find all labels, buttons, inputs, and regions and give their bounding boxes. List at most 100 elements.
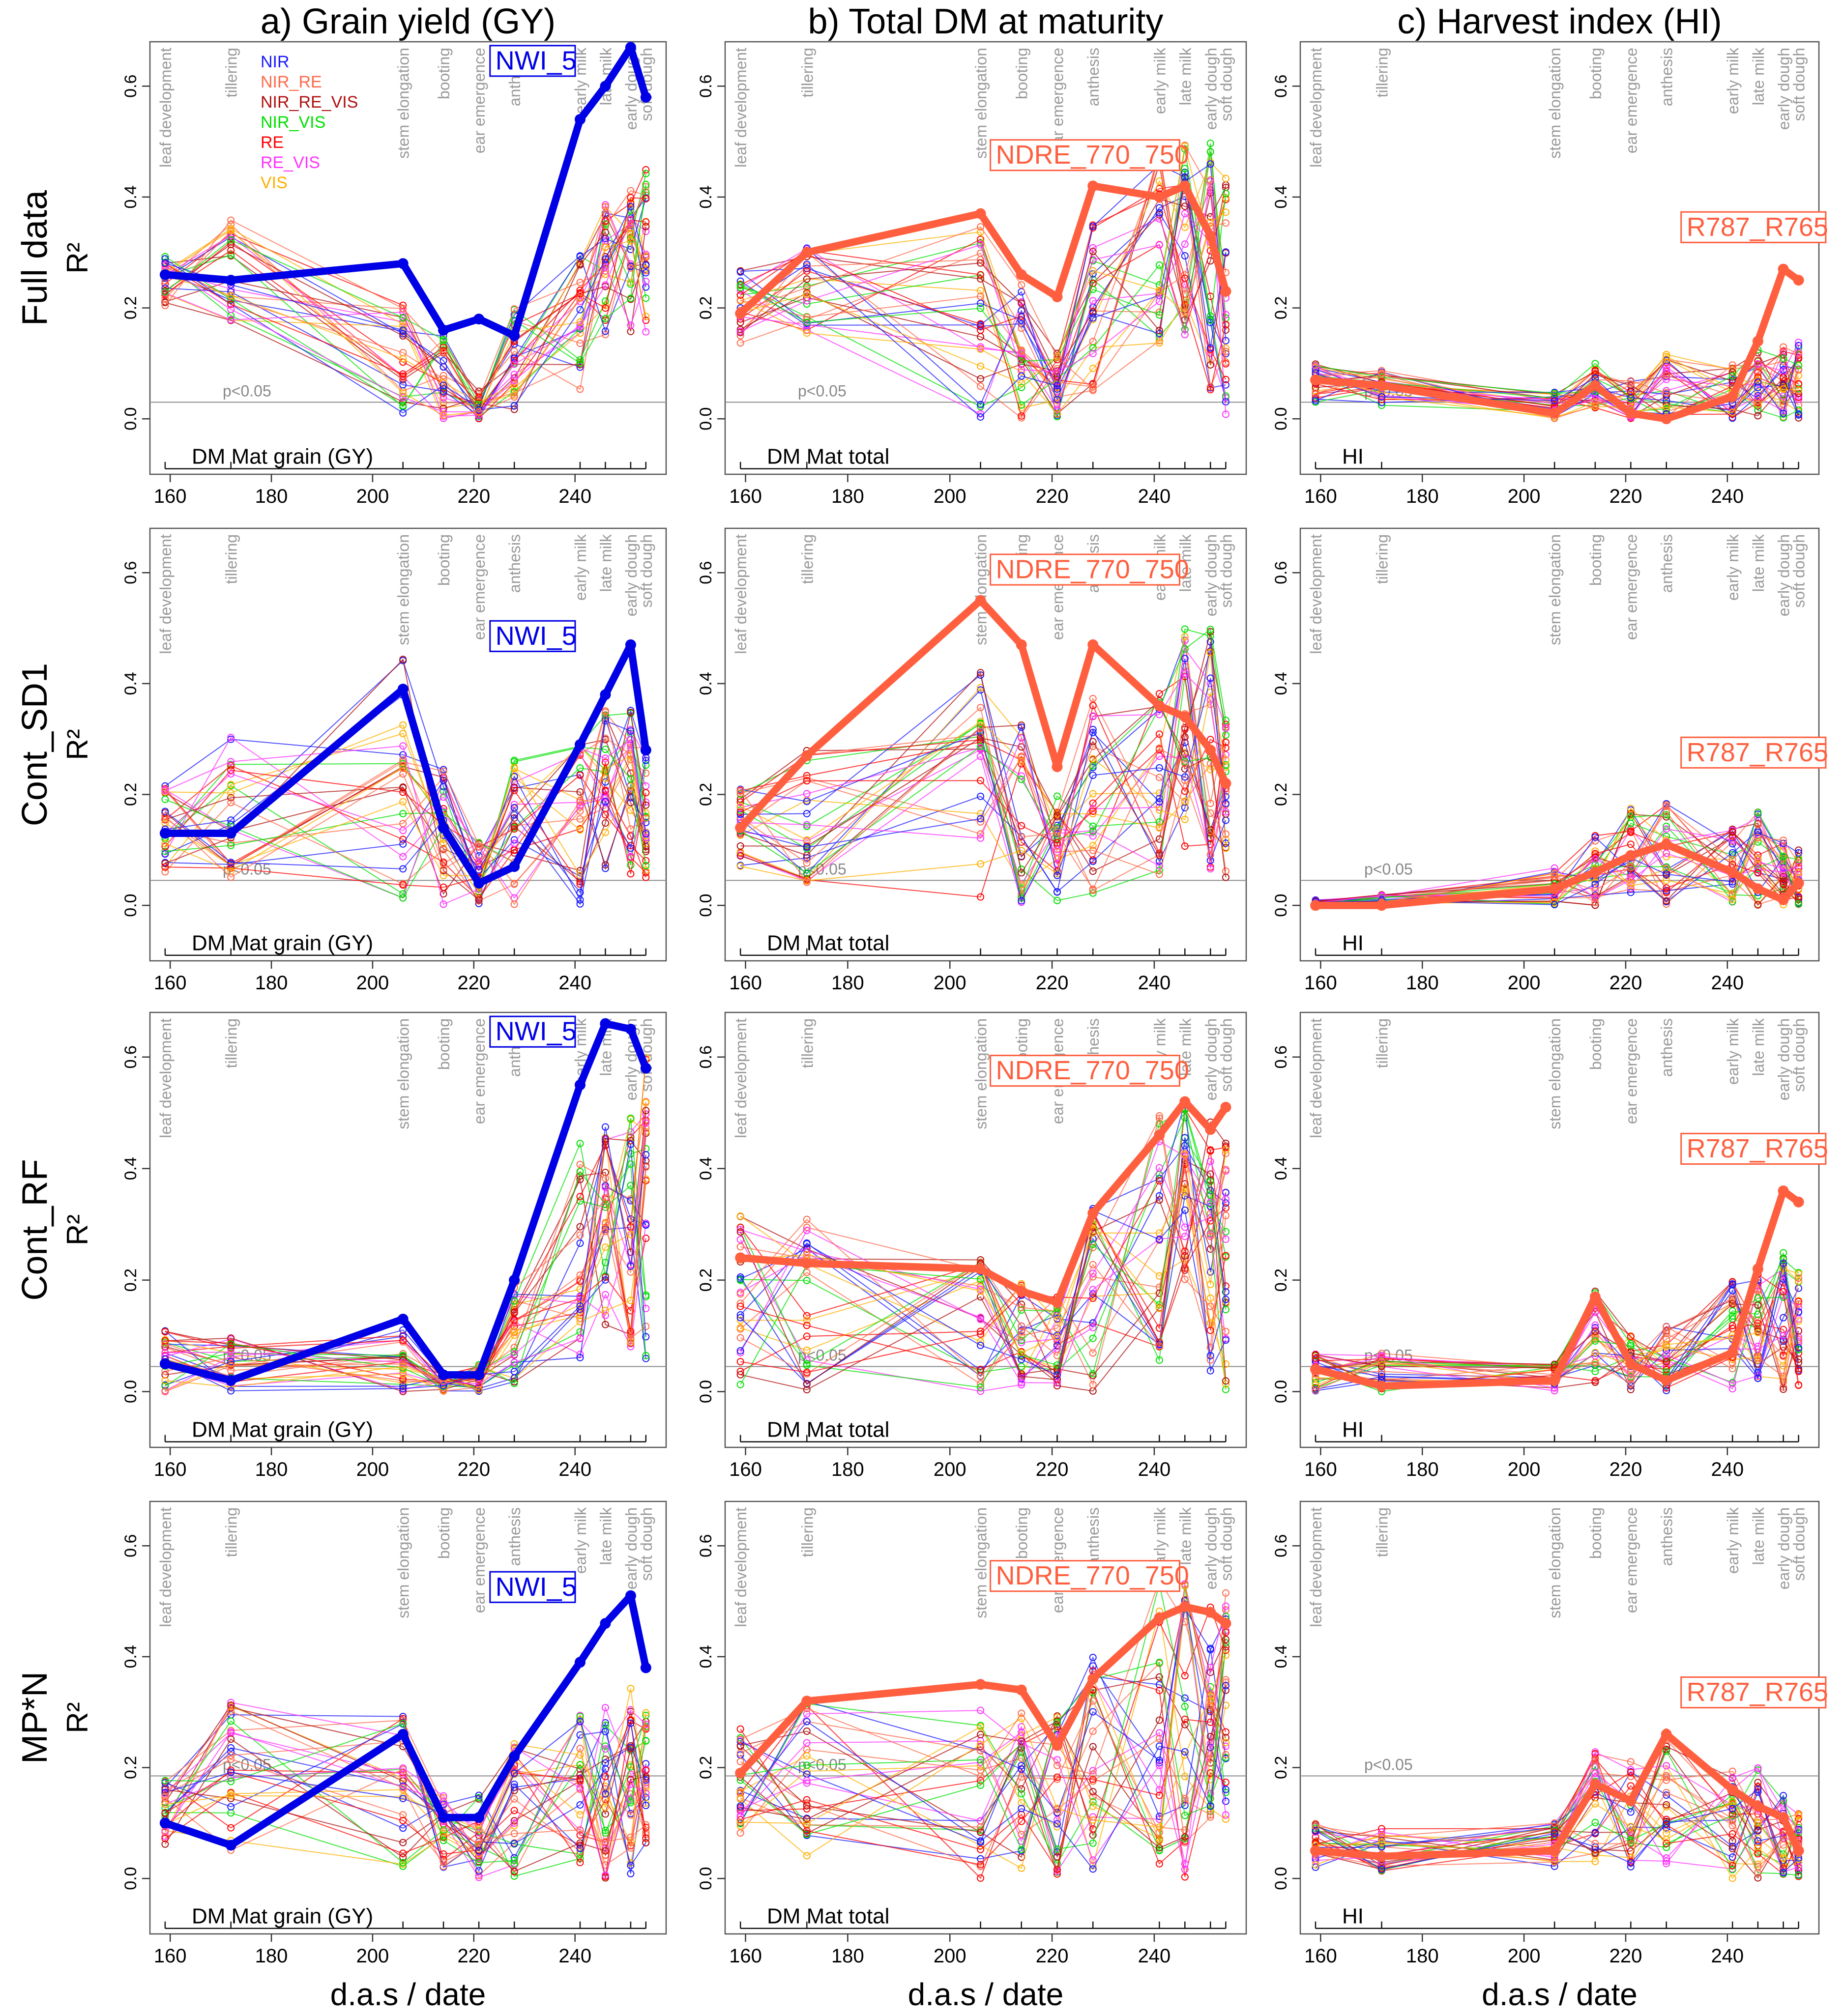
y-tick-label: 0.2: [1272, 296, 1290, 319]
index-series-point: [576, 1140, 584, 1148]
stage-label: soft dough: [1790, 1018, 1808, 1092]
index-series-point: [1663, 363, 1670, 371]
index-series-point: [627, 861, 635, 869]
index-series-point: [736, 786, 744, 794]
index-series-point: [601, 243, 609, 251]
index-series-point: [227, 1340, 235, 1348]
index-series-point: [1663, 387, 1670, 395]
index-series-point: [642, 313, 650, 320]
highlight-series-point: [600, 81, 611, 92]
index-series-point: [1795, 387, 1803, 395]
index-series-line: [165, 205, 646, 413]
index-series-point: [803, 260, 811, 268]
index-series-point: [576, 771, 584, 779]
index-series-point: [1155, 798, 1163, 806]
index-series-point: [1155, 288, 1163, 296]
index-series-point: [1206, 696, 1214, 704]
highlight-series-point: [397, 1728, 409, 1740]
column-title: a) Grain yield (GY): [261, 2, 556, 41]
y-tick-label: 0.6: [1272, 1534, 1290, 1557]
index-series-point: [736, 1757, 744, 1765]
index-series-point: [1181, 142, 1189, 150]
stage-label: leaf development: [732, 534, 750, 654]
index-series-point: [803, 1332, 811, 1340]
index-series-point: [227, 873, 235, 881]
y-tick-label: 0.6: [1272, 1045, 1290, 1068]
bracket-label: DM Mat grain (GY): [192, 1904, 373, 1929]
index-series-point: [475, 859, 483, 867]
stage-label: stem elongation: [395, 1507, 412, 1618]
index-series-point: [1663, 350, 1670, 358]
index-series-point: [1155, 1289, 1163, 1297]
index-series-point: [977, 1275, 985, 1283]
index-series-point: [1206, 1302, 1214, 1310]
index-series-point: [1089, 223, 1097, 230]
x-tick-label: 160: [154, 972, 187, 994]
x-tick-label: 240: [1711, 486, 1744, 507]
index-series-point: [1795, 392, 1803, 400]
index-series-point: [510, 355, 518, 363]
highlight-series-line: [1315, 265, 1801, 423]
index-series-point: [1795, 350, 1803, 358]
index-series-point: [1222, 763, 1229, 771]
index-series-point: [439, 336, 447, 344]
index-series-point: [1155, 211, 1163, 219]
index-series-point: [1155, 870, 1163, 878]
index-series-point: [642, 862, 650, 869]
stage-label: tillering: [1373, 48, 1391, 97]
index-series-point: [1181, 1252, 1189, 1260]
index-series-point: [439, 793, 447, 801]
index-series-point: [399, 402, 407, 409]
stage-label: tillering: [798, 48, 816, 97]
index-series-point: [1089, 738, 1097, 746]
bracket-label: DM Mat total: [767, 931, 889, 955]
index-series-point: [576, 1231, 584, 1239]
index-series-point: [1754, 869, 1762, 877]
stage-label: anthesis: [1658, 1507, 1676, 1566]
index-series-point: [1627, 805, 1635, 812]
index-series-point: [1222, 337, 1229, 345]
highlight-series-point: [438, 324, 449, 336]
index-series-point: [642, 1235, 650, 1242]
y-tick-label: 0.4: [121, 672, 140, 695]
index-series-point: [1591, 855, 1599, 863]
index-series-point: [642, 834, 650, 841]
index-series-point: [803, 321, 811, 329]
stage-label: tillering: [1373, 534, 1391, 584]
index-series-point: [1089, 286, 1097, 293]
index-series-point: [1550, 872, 1558, 880]
index-series-point: [642, 218, 650, 226]
stage-label: soft dough: [1790, 534, 1808, 607]
index-series-point: [736, 296, 744, 304]
stage-label: leaf development: [1307, 1018, 1325, 1138]
x-tick-label: 200: [934, 1459, 966, 1480]
highlight-series-point: [575, 1079, 585, 1091]
index-series-point: [803, 1312, 811, 1320]
index-series-point: [1795, 406, 1803, 414]
highlight-label: NWI_5: [496, 1572, 577, 1602]
index-series-line: [740, 1146, 1227, 1392]
highlight-series-point: [397, 258, 409, 269]
stage-label: soft dough: [1790, 1507, 1808, 1581]
index-series-line: [165, 1058, 646, 1391]
highlight-series-point: [1220, 778, 1231, 789]
highlight-series-point: [1376, 380, 1387, 391]
index-series-point: [1663, 372, 1670, 379]
x-tick-label: 160: [729, 972, 762, 994]
index-series-point: [399, 820, 407, 828]
index-series-line: [165, 660, 646, 880]
highlight-label-box: [990, 553, 1180, 586]
index-series-point: [439, 411, 447, 419]
index-series-point: [576, 880, 584, 888]
stage-label: anthesis: [1658, 1018, 1676, 1077]
index-series-point: [642, 1098, 650, 1106]
index-series-point: [475, 866, 483, 874]
index-series-point: [803, 878, 811, 886]
index-series-point: [803, 843, 811, 851]
index-series-point: [1795, 869, 1803, 877]
stage-label: booting: [1013, 48, 1031, 99]
index-series-point: [227, 839, 235, 847]
stage-label: late milk: [1176, 1507, 1194, 1565]
y-axis-label: R²: [61, 1214, 94, 1245]
y-tick-label: 0.2: [697, 296, 715, 319]
